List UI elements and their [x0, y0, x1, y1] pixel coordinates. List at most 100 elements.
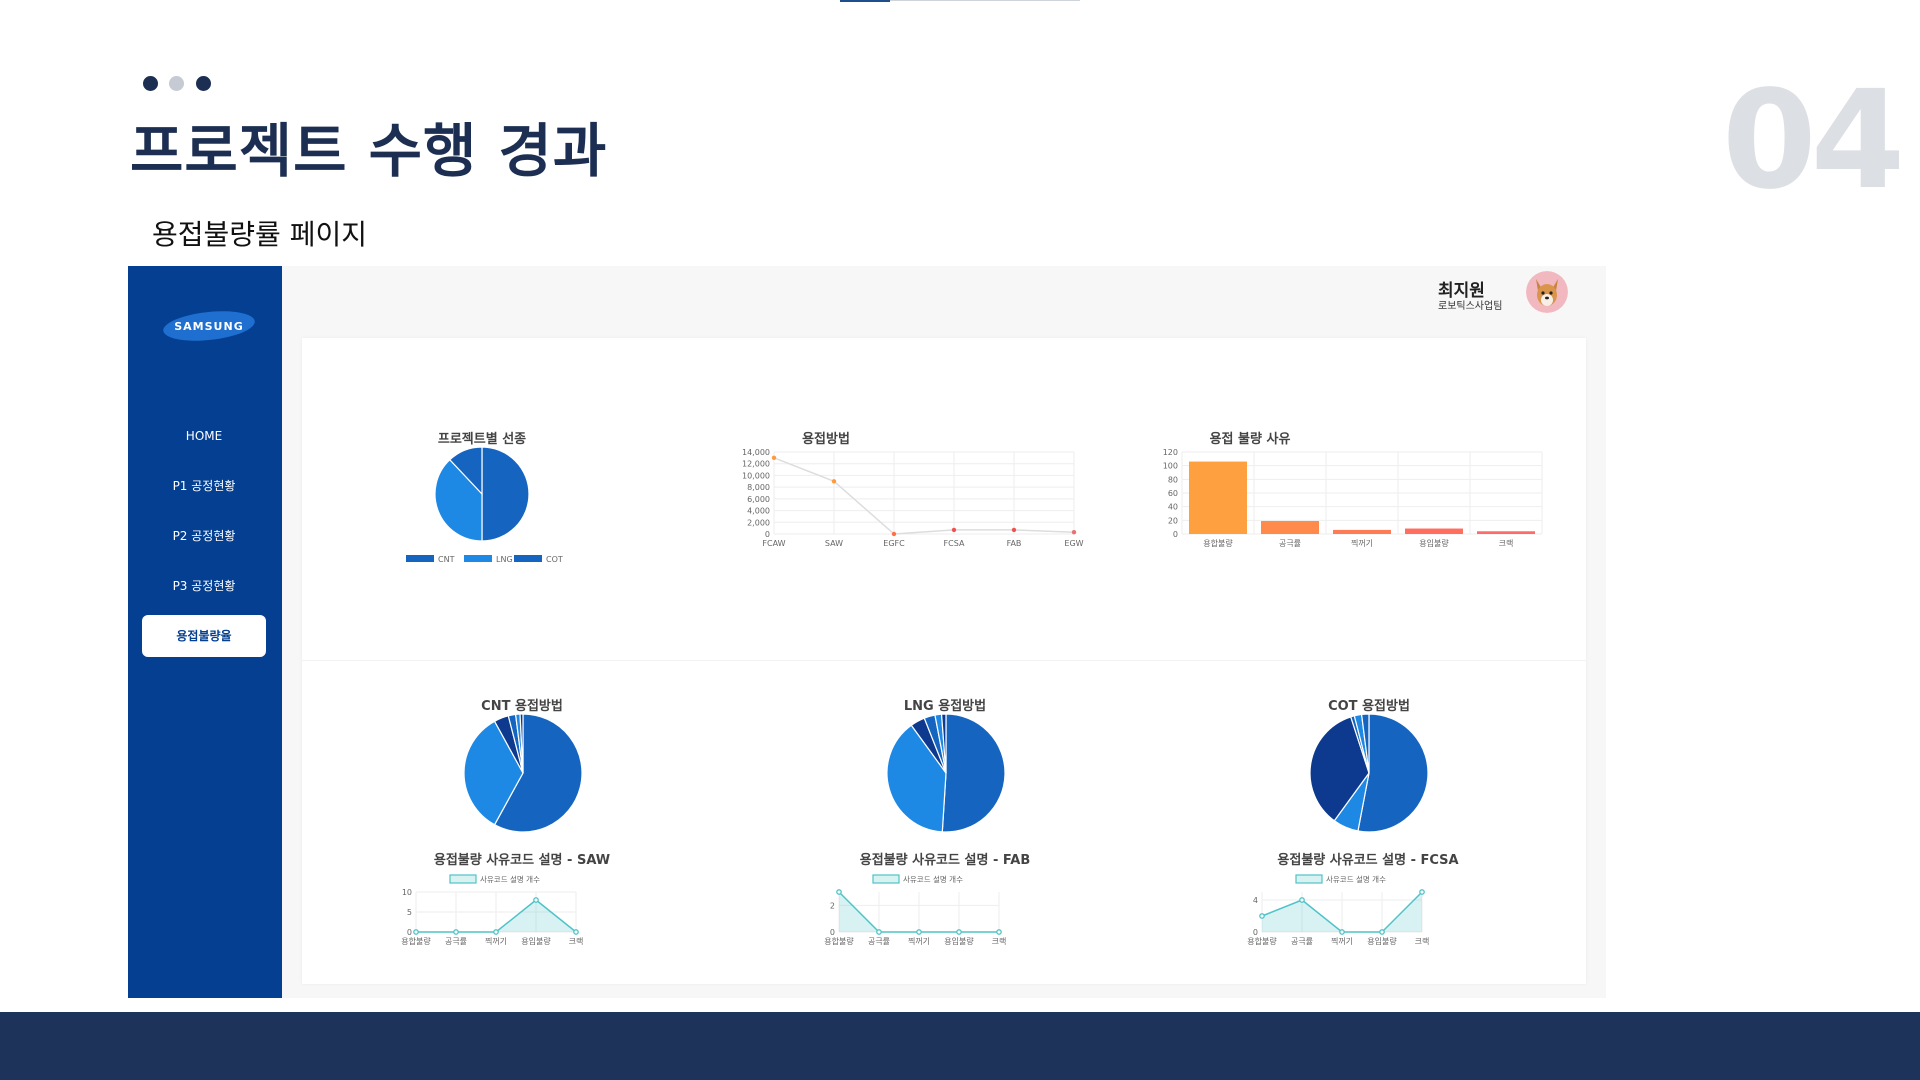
- saw-area-title: 용접불량 사유코드 설명 - SAW: [433, 853, 611, 868]
- logo-text: SAMSUNG: [174, 320, 243, 333]
- y-tick-label: 0: [830, 928, 835, 937]
- lng-pie-slice-1: [886, 724, 947, 833]
- dashboard-app: SAMSUNG HOME P1 공정현황 P2 공정현황 P3 공정현황 용접불…: [128, 266, 1606, 998]
- area-point: [413, 929, 419, 935]
- defect-bar: [1477, 531, 1535, 534]
- x-tick-label: 찍꺼기: [485, 936, 507, 946]
- y-tick-label: 0: [407, 928, 412, 937]
- fcsa-area-title: 용접불량 사유코드 설명 - FCSA: [1277, 853, 1459, 868]
- defect-bar-chart: 0 20 40 60 80 100 120 용합불량 공극률 찍꺼기 용입불량 크랙: [1163, 448, 1543, 548]
- x-tick-label: 용입불량: [1367, 936, 1397, 946]
- y-tick-label: 80: [1168, 475, 1178, 484]
- defect-bar: [1405, 528, 1463, 534]
- area-point: [956, 929, 962, 935]
- y-tick-label: 120: [1163, 448, 1178, 457]
- area-legend-label: 사유코드 설명 개수: [903, 874, 963, 884]
- x-tick-label: FCSA: [944, 539, 965, 548]
- x-tick-label: 용합불량: [1247, 936, 1277, 946]
- lng-pie-title: LNG 용접방법: [903, 699, 987, 714]
- project-pie-title: 프로젝트별 선종: [437, 432, 527, 447]
- area-legend-swatch: [1295, 874, 1323, 884]
- area-legend-label: 사유코드 설명 개수: [1326, 874, 1386, 884]
- y-tick-label: 8,000: [747, 483, 770, 492]
- samsung-logo[interactable]: SAMSUNG: [162, 310, 256, 342]
- top-accent-line: [890, 0, 1080, 1]
- y-tick-label: 2,000: [747, 518, 770, 527]
- legend-label-cot: COT: [546, 555, 563, 564]
- x-tick-label: 찍꺼기: [1331, 936, 1353, 946]
- slide-number: 04: [1722, 62, 1905, 220]
- y-tick-label: 60: [1168, 489, 1178, 498]
- nav-weld-defect-rate[interactable]: 용접불량율: [142, 615, 266, 657]
- cot-pie-chart: [1309, 713, 1429, 833]
- x-tick-label: 크랙: [569, 936, 584, 946]
- x-tick-label: EGFC: [883, 539, 905, 548]
- y-tick-label: 10,000: [742, 471, 770, 480]
- y-tick-label: 5: [407, 908, 412, 917]
- x-tick-label: 크랙: [1499, 538, 1514, 548]
- line-point: [771, 455, 777, 461]
- x-tick-label: 용입불량: [1419, 538, 1449, 548]
- fab-area-chart: 사유코드 설명 개수 0 2 용합불량 공극률 찍꺼기 용입불량 크랙: [824, 874, 1006, 946]
- cnt-pie-title: CNT 용접방법: [481, 699, 563, 714]
- project-pie-slice-2: [448, 446, 483, 496]
- lng-pie-chart: [886, 713, 1006, 833]
- legend-label-lng: LNG: [496, 555, 513, 564]
- user-avatar[interactable]: [1526, 271, 1568, 313]
- line-point: [1011, 527, 1017, 533]
- charts-card: 프로젝트별 선종 CNT LNG COT 용접방법 0 2,000 4,000 6,000…: [302, 338, 1586, 984]
- area-point: [1259, 913, 1265, 919]
- saw-area-chart: 사유코드 설명 개수 0 5 10 용합불량 공극률 찍꺼기 용입불량 크랙: [401, 874, 584, 946]
- x-tick-label: 찍꺼기: [908, 936, 930, 946]
- nav-p1-process[interactable]: P1 공정현황: [172, 479, 236, 493]
- cot-pie-slice-5: [1360, 713, 1370, 774]
- y-tick-label: 12,000: [742, 460, 770, 469]
- defect-bar: [1261, 521, 1319, 534]
- legend-swatch-lng: [464, 555, 492, 562]
- method-line: [773, 457, 1075, 535]
- dog-avatar-icon: [1526, 271, 1568, 313]
- area-point: [836, 889, 842, 895]
- method-line-chart: 0 2,000 4,000 6,000 8,000 10,000 12,000 14,000 F…: [742, 448, 1084, 548]
- y-tick-label: 0: [1173, 530, 1178, 539]
- y-tick-label: 2: [830, 901, 835, 910]
- defect-bar-title: 용접 불량 사유: [1209, 432, 1291, 447]
- defect-bar: [1333, 529, 1391, 534]
- x-tick-label: 용합불량: [1203, 538, 1233, 548]
- nav-p2-process[interactable]: P2 공정현황: [172, 529, 236, 543]
- area-fill: [839, 892, 999, 932]
- project-pie-chart: CNT LNG COT: [406, 446, 563, 564]
- project-pie-slice-1: [434, 458, 483, 542]
- x-tick-label: 찍꺼기: [1351, 538, 1373, 548]
- slide-subtitle: 용접불량률 페이지: [152, 218, 367, 251]
- user-name: 최지원: [1438, 281, 1485, 301]
- y-tick-label: 20: [1168, 516, 1178, 525]
- cot-pie-slice-0: [1357, 713, 1429, 833]
- line-point: [891, 531, 897, 537]
- y-tick-label: 10: [402, 888, 412, 897]
- y-tick-label: 0: [765, 530, 770, 539]
- area-legend-swatch: [449, 874, 477, 884]
- area-point: [453, 929, 459, 935]
- cnt-pie-slice-5: [519, 713, 524, 774]
- y-tick-label: 4: [1253, 896, 1258, 905]
- cnt-pie-slice-0: [493, 713, 583, 833]
- area-point: [1419, 889, 1425, 895]
- y-tick-label: 100: [1163, 462, 1178, 471]
- fcsa-area-chart: 사유코드 설명 개수 0 4 용합불량 공극률 찍꺼기 용입불량 크랙: [1247, 874, 1429, 946]
- area-point: [916, 929, 922, 935]
- y-tick-label: 40: [1168, 503, 1178, 512]
- cot-pie-title: COT 용접방법: [1328, 699, 1410, 714]
- row-divider: [302, 660, 1586, 661]
- method-line-title: 용접방법: [802, 432, 850, 447]
- nav-home[interactable]: HOME: [185, 429, 223, 443]
- line-point: [951, 527, 957, 533]
- cnt-pie-chart: [463, 713, 583, 833]
- title-dot: [196, 76, 211, 91]
- line-point: [1071, 530, 1077, 535]
- area-legend-swatch: [872, 874, 900, 884]
- nav-p3-process[interactable]: P3 공정현황: [172, 579, 236, 593]
- x-tick-label: 용입불량: [521, 936, 551, 946]
- area-point: [1379, 929, 1385, 935]
- area-point: [533, 897, 539, 903]
